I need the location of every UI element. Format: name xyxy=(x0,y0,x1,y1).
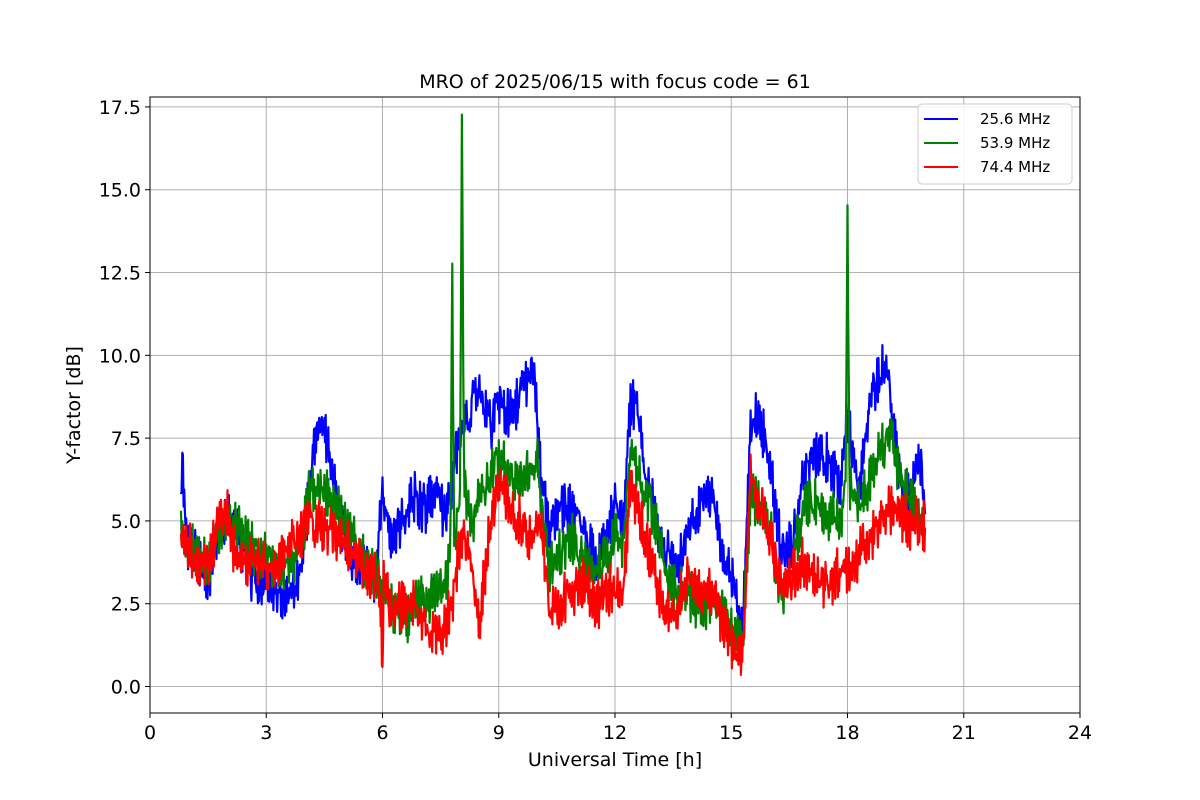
y-tick-label: 5.0 xyxy=(111,511,141,533)
x-tick-label: 0 xyxy=(144,722,156,744)
legend-entry: 25.6 MHz xyxy=(980,110,1050,128)
x-axis-label: Universal Time [h] xyxy=(528,749,702,771)
series-lines xyxy=(179,113,927,676)
series-line xyxy=(179,113,926,658)
y-tick-label: 10.0 xyxy=(99,345,141,367)
x-tick-label: 21 xyxy=(952,722,976,744)
legend-entry: 53.9 MHz xyxy=(980,134,1050,152)
x-tick-label: 9 xyxy=(493,722,505,744)
y-tick-label: 15.0 xyxy=(99,180,141,202)
y-tick-label: 0.0 xyxy=(111,677,141,699)
x-tick-label: 12 xyxy=(603,722,627,744)
y-axis-label: Y-factor [dB] xyxy=(63,346,85,465)
y-tick-label: 2.5 xyxy=(111,594,141,616)
x-tick-label: 6 xyxy=(376,722,388,744)
y-tick-label: 12.5 xyxy=(99,263,141,285)
legend-entry: 74.4 MHz xyxy=(980,158,1050,176)
ticks: 0 3 6 9 12 15 18 21 24 0.0 2.5 5.0 7.5 10.0 12.5 15.0 17… xyxy=(99,97,1092,744)
y-tick-label: 17.5 xyxy=(99,97,141,119)
x-tick-label: 3 xyxy=(260,722,272,744)
x-tick-label: 18 xyxy=(835,722,859,744)
x-tick-label: 15 xyxy=(719,722,743,744)
series-line xyxy=(179,453,927,676)
x-tick-label: 24 xyxy=(1068,722,1092,744)
chart-title: MRO of 2025/06/15 with focus code = 61 xyxy=(419,71,811,93)
legend-box xyxy=(917,103,1073,185)
legend: 25.6 MHz 53.9 MHz 74.4 MHz xyxy=(917,103,1073,185)
y-tick-label: 7.5 xyxy=(111,428,141,450)
